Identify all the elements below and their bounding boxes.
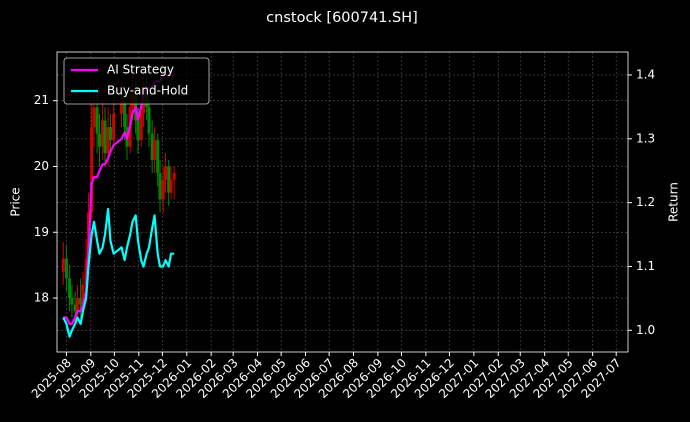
candle-body [112, 113, 116, 141]
y-tick-label: 19 [34, 225, 49, 239]
candle-body [161, 179, 165, 200]
candle-body [153, 140, 157, 160]
y2-tick-label: 1.3 [636, 131, 655, 145]
candle-body [103, 120, 107, 154]
candle-body [106, 127, 110, 154]
candle-body [158, 173, 162, 200]
candle-body [147, 107, 151, 134]
candle-body [150, 133, 154, 160]
chart-title: cnstock [600741.SH] [266, 10, 418, 26]
candle-body [123, 100, 127, 127]
y-axis-label: Price [9, 187, 23, 216]
candle-body [95, 107, 99, 134]
y2-tick-label: 1.2 [636, 195, 655, 209]
candle-body [156, 140, 160, 174]
candle-body [92, 107, 96, 127]
candle-body [79, 298, 83, 305]
legend: AI Strategy Buy-and-Hold [63, 57, 210, 105]
candle-body [167, 166, 171, 193]
candle-body [75, 298, 79, 312]
candle-body [101, 120, 105, 147]
y2-tick-label: 1.1 [636, 259, 655, 273]
candle-body [68, 278, 72, 299]
legend-label: Buy-and-Hold [107, 84, 188, 98]
candle-body [119, 100, 123, 114]
candle-body [169, 179, 173, 193]
y-tick-label: 18 [34, 291, 49, 305]
candle-body [172, 173, 176, 180]
legend-box [63, 57, 210, 105]
y-tick-label: 21 [34, 93, 49, 107]
y-tick-label: 20 [34, 159, 49, 173]
candle-body [64, 258, 68, 279]
candle-body [84, 258, 88, 285]
candle-body [164, 166, 168, 180]
candle-body [90, 127, 94, 213]
return-line [62, 207, 175, 338]
candle-body [81, 284, 85, 305]
candle-body [97, 133, 101, 147]
candle-body [139, 113, 143, 141]
plot-frame [56, 51, 629, 353]
y2-tick-label: 1.4 [636, 67, 655, 81]
y2-tick-label: 1.0 [636, 323, 655, 337]
candle-body [61, 258, 65, 272]
candle-body [70, 298, 74, 305]
candle-body [108, 127, 112, 141]
candle-body [73, 304, 77, 312]
legend-label: AI Strategy [107, 63, 174, 77]
y2-axis-label: Return [667, 182, 681, 222]
candle-body [136, 120, 140, 141]
